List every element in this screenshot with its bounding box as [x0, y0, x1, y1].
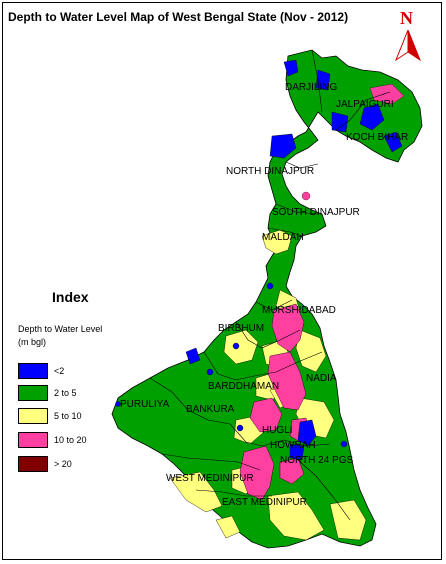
legend-heading: Index [52, 289, 89, 305]
label-south-dinajpur: SOUTH DINAJPUR [272, 207, 360, 218]
map-frame [2, 2, 442, 560]
label-koch-bihar: KOCH BIHAR [346, 132, 408, 143]
legend-item-label: 2 to 5 [54, 388, 77, 398]
legend-item-above-20: > 20 [18, 456, 138, 474]
north-arrow-shape [394, 29, 422, 62]
label-murshidabad: MURSHIDABAD [262, 305, 336, 316]
label-bankura: BANKURA [186, 404, 235, 415]
label-birbhum: BIRBHUM [218, 323, 264, 334]
legend-item-label: 10 to 20 [54, 435, 87, 445]
depth-below-2-regions [115, 59, 403, 461]
legend-swatch [18, 456, 48, 472]
district-boundaries [149, 49, 391, 521]
label-jalpaiguri: JALPAIGURI [336, 99, 394, 110]
label-maldah: MALDAH [262, 232, 304, 243]
label-puruliya: PURULIYA [120, 399, 170, 410]
legend-item-below-2: <2 [18, 363, 138, 381]
legend-item-label: <2 [54, 366, 65, 376]
north-arrow-icon: N [388, 8, 428, 64]
legend-swatch [18, 363, 48, 379]
legend-item-label: 5 to 10 [54, 411, 82, 421]
label-north-24-pgs: NORTH 24 PGS [280, 455, 353, 466]
label-west-medinipur: WEST MEDINIPUR [166, 473, 254, 484]
north-label: N [400, 8, 413, 28]
legend-subtitle: Depth to Water Level (m bgl) [18, 323, 102, 349]
legend-subtitle-line2: (m bgl) [18, 337, 47, 347]
legend-swatch [18, 385, 48, 401]
legend-item-2-to-5: 2 to 5 [18, 385, 138, 403]
legend-item-label: > 20 [54, 459, 72, 469]
label-darjiling: DARJILING [285, 82, 337, 93]
legend-item-5-to-10: 5 to 10 [18, 408, 138, 426]
label-hugli: HUGLI [262, 425, 293, 436]
state-base-region [111, 49, 423, 549]
legend-item-10-to-20: 10 to 20 [18, 432, 138, 450]
legend-swatch [18, 408, 48, 424]
label-north-dinajpur: NORTH DINAJPUR [226, 166, 314, 177]
label-east-medinipur: EAST MEDINIPUR [222, 497, 307, 508]
map-title: Depth to Water Level Map of West Bengal … [8, 10, 349, 24]
label-howrah: HOWRAH [270, 440, 316, 451]
label-barddhaman: BARDDHAMAN [208, 381, 279, 392]
legend-swatch [18, 432, 48, 448]
district-labels: DARJILING JALPAIGURI KOCH BIHAR NORTH DI… [120, 82, 408, 508]
depth-10-20-north-spots [301, 83, 405, 201]
legend-subtitle-line1: Depth to Water Level [18, 324, 103, 334]
label-nadia: NADIA [306, 373, 337, 384]
